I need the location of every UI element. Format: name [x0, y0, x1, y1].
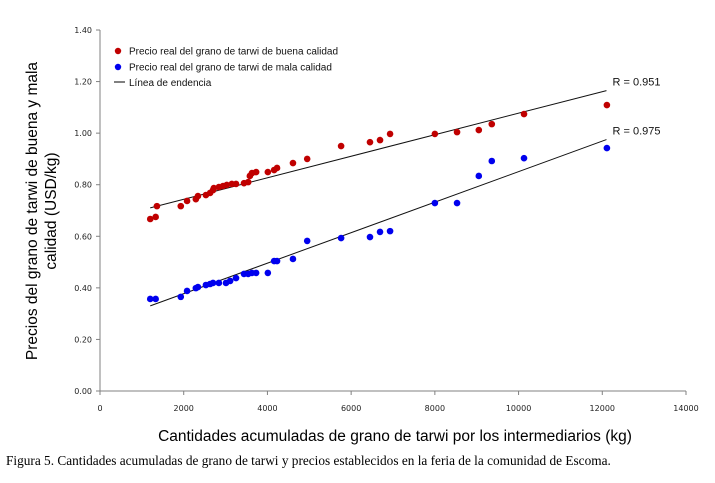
r2-label-mala: R = 0.975: [612, 126, 660, 138]
data-point-buena: [183, 197, 191, 205]
r2-labels: R = 0.951 R = 0.975: [612, 77, 660, 138]
data-point-buena: [376, 136, 384, 144]
data-point-mala: [376, 228, 384, 236]
data-point-buena: [152, 213, 159, 221]
y-axis-label: Precios del grano de tarwi de buena y ma…: [24, 62, 60, 360]
data-point-buena: [431, 130, 439, 138]
data-point-mala: [488, 157, 496, 165]
data-point-mala: [146, 295, 154, 303]
data-point-mala: [366, 233, 374, 241]
legend-marker-mala: [114, 63, 122, 71]
data-point-mala: [226, 277, 234, 285]
figure-caption: Figura 5. Cantidades acumuladas de grano…: [6, 453, 611, 468]
legend-label-trendline: Línea de endencia: [129, 78, 212, 89]
x-axis-label: Cantidades acumuladas de grano de tarwi …: [158, 428, 632, 445]
data-point-mala: [215, 279, 223, 287]
x-tick-label: 14000: [673, 404, 698, 413]
y-tick-label: 1.00: [74, 129, 92, 138]
y-ticks: 0.00 0.20 0.40 0.60 0.80 1.00 1.20 1.40: [74, 26, 100, 396]
x-tick-label: 4000: [257, 404, 277, 413]
data-point-mala: [337, 234, 345, 242]
y-tick-label: 1.20: [74, 78, 92, 87]
data-point-buena: [603, 101, 611, 109]
data-point-mala: [475, 172, 483, 180]
data-point-mala: [273, 257, 281, 265]
data-point-buena: [488, 120, 496, 128]
axes: [99, 30, 686, 392]
y-axis-label-line-2: calidad (USD/kg): [43, 152, 60, 269]
legend-label-buena: Precio real del grano de tarwi de buena …: [129, 47, 338, 58]
data-point-buena: [366, 138, 374, 146]
data-point-mala: [183, 287, 191, 295]
legend: Precio real del grano de tarwi de buena …: [114, 47, 338, 89]
trendlines: [150, 90, 607, 307]
data-point-buena: [177, 202, 185, 210]
x-tick-label: 0: [97, 404, 102, 413]
y-tick-label: 0.60: [74, 232, 92, 241]
trendline-mala: [150, 139, 607, 307]
data-point-buena: [273, 164, 281, 172]
data-point-buena: [210, 184, 218, 192]
data-point-mala: [453, 199, 461, 207]
data-point-mala: [303, 237, 311, 245]
data-point-buena: [146, 215, 154, 223]
data-point-buena: [194, 192, 202, 200]
data-point-buena: [244, 178, 252, 186]
trendline-buena: [150, 90, 607, 209]
x-tick-label: 2000: [174, 404, 194, 413]
x-tick-label: 12000: [590, 404, 615, 413]
data-point-mala: [209, 279, 217, 287]
data-point-buena: [475, 126, 483, 134]
data-point-mala: [194, 283, 202, 291]
x-ticks: 0 2000 4000 6000 8000 10000 12000 14000: [97, 391, 699, 413]
data-point-buena: [252, 168, 260, 176]
y-tick-label: 0.00: [74, 387, 92, 396]
r2-label-buena: R = 0.951: [612, 77, 660, 89]
data-point-buena: [289, 159, 297, 167]
data-point-mala: [152, 295, 159, 303]
data-point-mala: [252, 269, 260, 277]
data-point-buena: [223, 181, 231, 189]
y-tick-label: 1.40: [74, 26, 92, 35]
data-point-buena: [337, 142, 345, 150]
x-tick-label: 8000: [425, 404, 445, 413]
y-axis-label-line-1: Precios del grano de tarwi de buena y ma…: [24, 62, 41, 360]
data-point-buena: [232, 180, 240, 188]
data-point-mala: [431, 199, 439, 207]
data-point-mala: [232, 274, 240, 282]
y-tick-label: 0.20: [74, 335, 92, 344]
data-point-buena: [264, 168, 272, 176]
data-point-buena: [520, 110, 528, 118]
data-point-mala: [177, 293, 185, 301]
legend-label-mala: Precio real del grano de tarwi de mala c…: [129, 63, 332, 74]
data-points: [146, 101, 611, 303]
x-tick-label: 6000: [341, 404, 361, 413]
data-point-buena: [386, 130, 394, 138]
data-point-mala: [289, 255, 297, 263]
x-tick-label: 10000: [506, 404, 531, 413]
data-point-mala: [264, 269, 272, 277]
data-point-mala: [603, 144, 611, 152]
legend-marker-buena: [114, 47, 122, 55]
data-point-mala: [386, 227, 394, 235]
y-tick-label: 0.40: [74, 284, 92, 293]
scatter-chart: 0.00 0.20 0.40 0.60 0.80 1.00 1.20 1.40 0 2000 40…: [24, 26, 699, 445]
data-point-buena: [453, 128, 461, 136]
y-tick-label: 0.80: [74, 181, 92, 190]
data-point-buena: [153, 202, 161, 210]
data-point-buena: [303, 155, 311, 163]
data-point-mala: [520, 154, 528, 162]
